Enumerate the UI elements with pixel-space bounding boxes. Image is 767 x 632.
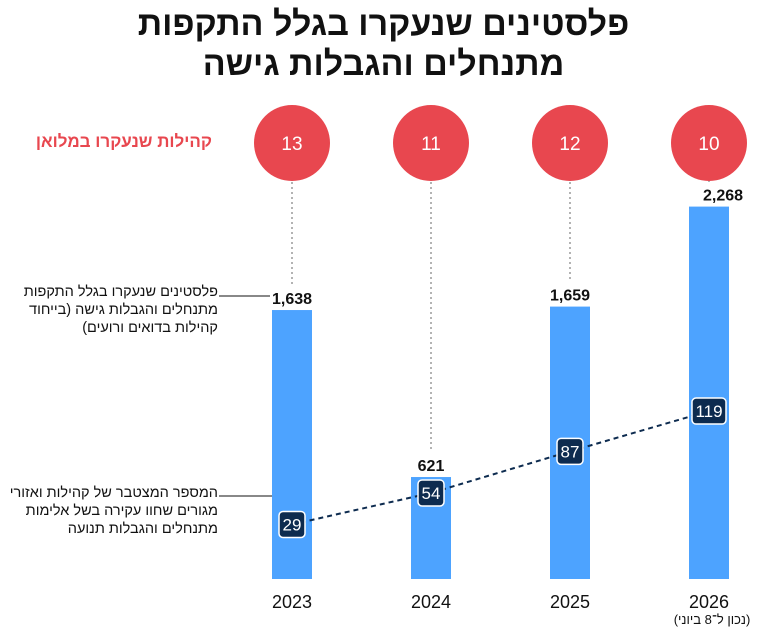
communities-marker-label-2026: 119	[695, 402, 722, 421]
communities-line	[291, 410, 710, 526]
bar-2026	[689, 206, 729, 579]
communities-marker-2023	[278, 510, 306, 539]
chart-title-line-1: פלסטינים שנעקרו בגלל התקפות	[137, 5, 630, 43]
annotation-cumulative-communities: המספר המצטבר של קהילות ואזורי מגורים שחו…	[9, 485, 218, 537]
annotation-displaced-people: פלסטינים שנעקרו בגלל התקפות מתנחלים והגב…	[23, 284, 218, 336]
x-tick-label-2025: 2025	[550, 592, 590, 612]
communities-marker-label-2024: 54	[422, 484, 441, 503]
communities-marker-label-2023: 29	[283, 515, 302, 534]
bar-value-label-2026: 2,268	[703, 188, 743, 205]
x-tick-label-2023: 2023	[272, 592, 312, 612]
communities-marker-2024	[417, 479, 445, 507]
communities-marker-label-2025: 87	[561, 442, 580, 461]
circle-2025	[532, 105, 608, 181]
chart-title: פלסטינים שנעקרו בגלל התקפות מתנחלים והגב…	[0, 4, 767, 84]
circle-2026	[671, 105, 747, 181]
bar-value-label-2024: 621	[418, 458, 445, 475]
communities-marker-2026	[691, 397, 727, 425]
x-tick-label-2026: 2026	[689, 592, 729, 612]
bar-2023	[272, 310, 312, 579]
x-tick-label-2024: 2024	[411, 592, 451, 612]
bar-value-label-2023: 1,638	[272, 291, 312, 308]
circle-label-2023: 13	[281, 134, 302, 155]
circle-2024	[393, 105, 469, 181]
circle-label-2026: 10	[698, 134, 719, 155]
legend-circles-label: קהילות שנעקרו במלואן	[35, 132, 212, 151]
chart-title-line-2: מתנחלים והגבלות גישה	[202, 45, 565, 83]
circle-2023	[254, 105, 330, 181]
communities-marker-2025	[556, 437, 584, 466]
annotation-2026-as-of: (נכון ל־8 ביוני)	[673, 612, 751, 627]
circle-label-2024: 11	[421, 134, 441, 155]
circle-label-2025: 12	[559, 134, 580, 155]
bar-value-label-2025: 1,659	[550, 288, 590, 305]
